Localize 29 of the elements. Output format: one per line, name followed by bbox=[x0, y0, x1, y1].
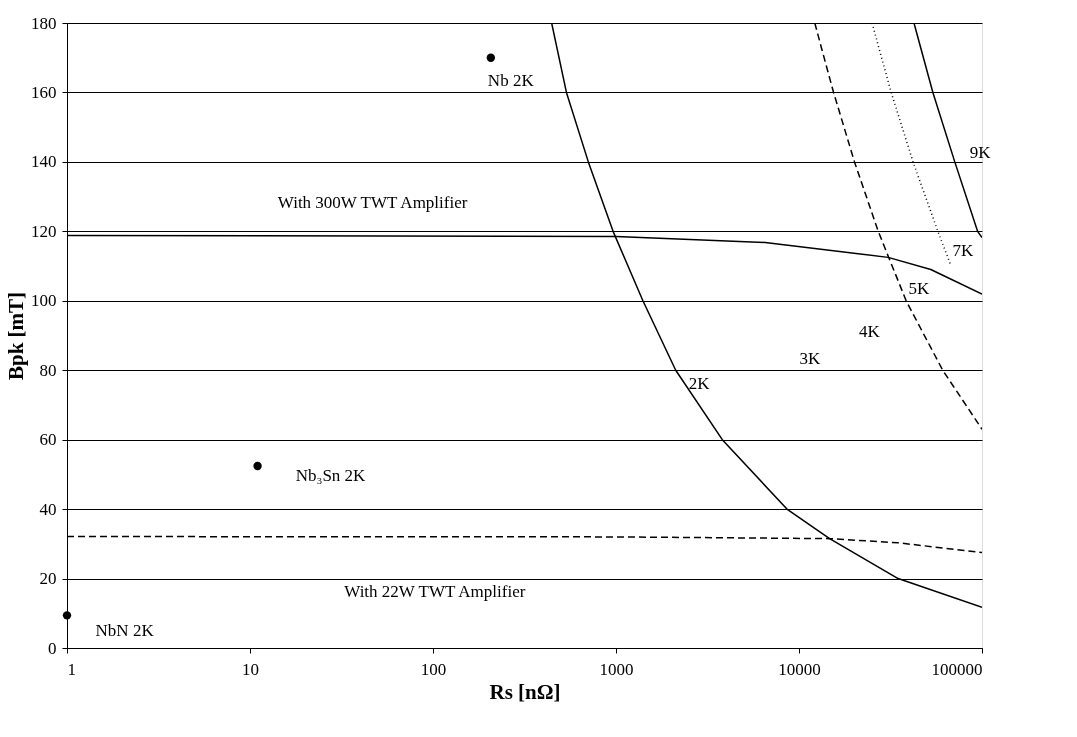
y-tick-label: 100 bbox=[31, 291, 57, 311]
annotation: 7K bbox=[952, 240, 974, 260]
annotation: Nb 2K bbox=[487, 70, 535, 90]
annotation: NbN 2K bbox=[95, 620, 155, 640]
y-tick-label: 180 bbox=[31, 13, 57, 33]
y-tick-label: 0 bbox=[48, 638, 57, 658]
y-tick-label: 40 bbox=[39, 499, 57, 519]
y-axis-title: Bpk [mT] bbox=[4, 291, 28, 381]
y-tick-label: 160 bbox=[31, 82, 57, 102]
annotation: 4K bbox=[859, 321, 881, 341]
y-tick-label: 60 bbox=[39, 430, 57, 450]
x-axis-title: Rs [nΩ] bbox=[489, 679, 561, 704]
annotation: 3K bbox=[799, 348, 822, 368]
y-tick-label: 20 bbox=[39, 569, 57, 589]
y-tick-label: 80 bbox=[39, 360, 57, 380]
y-tick-label: 120 bbox=[31, 221, 57, 241]
x-tick-label: 100 bbox=[420, 659, 447, 679]
annotation: 5K bbox=[908, 279, 930, 299]
annotation: 2K bbox=[688, 374, 711, 394]
x-tick-label: 10000 bbox=[778, 659, 821, 679]
x-tick-label: 10 bbox=[242, 659, 259, 679]
annotation: Nb₃Sn 2K bbox=[295, 466, 367, 486]
x-tick-label: 1 bbox=[67, 659, 76, 679]
annotation: With 22W TWT Amplifier bbox=[344, 582, 526, 602]
x-tick-label: 100000 bbox=[931, 659, 983, 679]
annotation: 9K bbox=[969, 143, 992, 162]
x-tick-label: 1000 bbox=[599, 659, 634, 679]
annotation: With 300W TWT Amplifier bbox=[277, 193, 468, 212]
y-tick-label: 140 bbox=[31, 152, 57, 172]
